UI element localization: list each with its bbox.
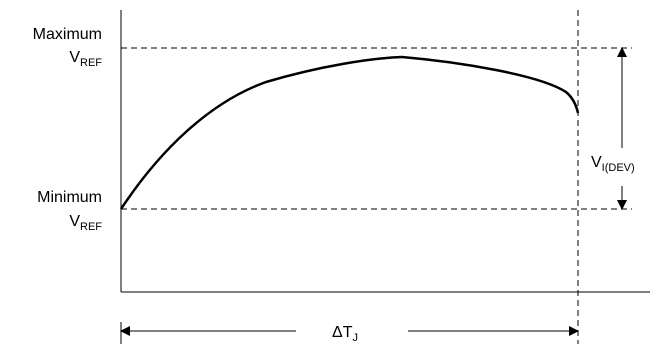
maximum-vref-sub: REF <box>80 57 102 69</box>
delta-main: ΔT <box>332 324 353 341</box>
minimum-label: Minimum <box>37 189 102 206</box>
minimum-vref-sub: REF <box>80 221 102 233</box>
vref-curve <box>119 55 580 210</box>
maximum-label: Maximum <box>33 26 102 43</box>
vdev-main: V <box>591 154 602 171</box>
minimum-vref-main: V <box>69 213 80 230</box>
maximum-vref-main: V <box>69 49 80 66</box>
delta-sub: J <box>352 332 358 344</box>
maximum-vref-label: VREF <box>69 49 102 69</box>
minimum-vref-label: VREF <box>69 213 102 233</box>
delta-tj-label: ΔTJ <box>332 324 358 344</box>
vdev-label: VI(DEV) <box>591 154 635 174</box>
vdev-sub: I(DEV) <box>602 162 635 174</box>
